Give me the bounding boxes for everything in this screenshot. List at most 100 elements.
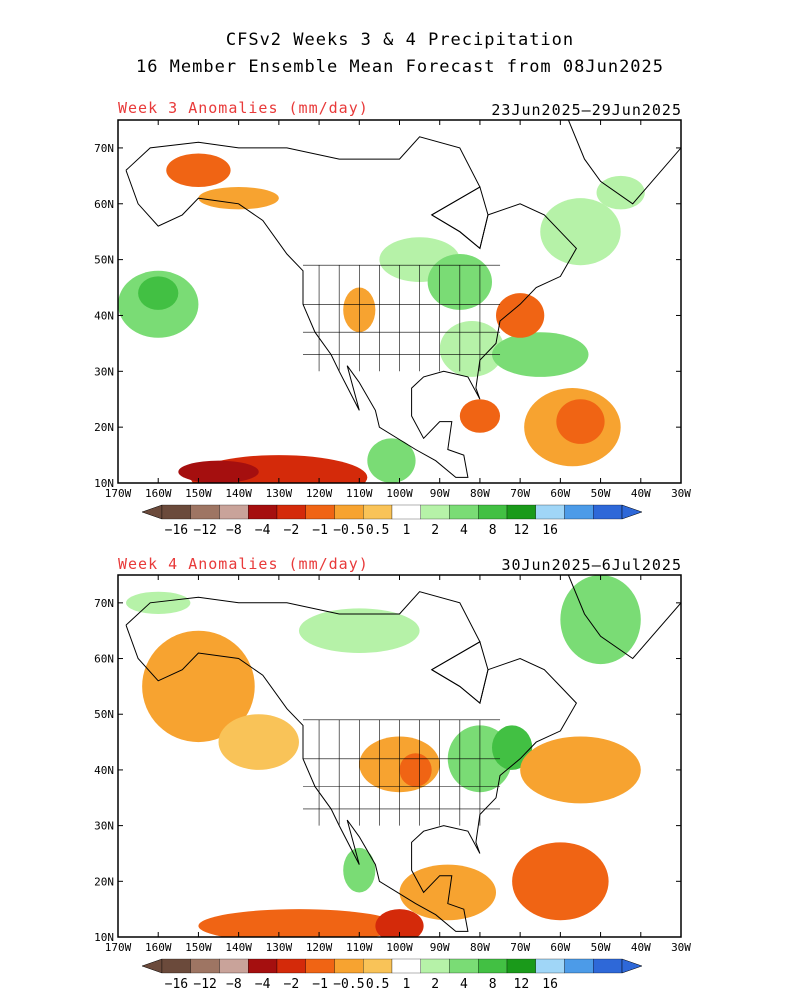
anomaly-region bbox=[439, 321, 505, 377]
lat-tick-label: 10N bbox=[94, 477, 114, 490]
colorbar-label: −16 bbox=[165, 977, 188, 992]
lon-tick-label: 60W bbox=[550, 941, 570, 954]
lat-tick-label: 10N bbox=[94, 931, 114, 944]
map-panel-1: 170W 160W 150W 140W 130W 120W 110W 100W 90W 80W 70… bbox=[94, 119, 691, 500]
colorbar-swatch bbox=[535, 504, 565, 520]
colorbar-label: −4 bbox=[255, 523, 271, 538]
colorbar-swatch bbox=[506, 958, 536, 974]
anomaly-region bbox=[556, 399, 605, 444]
lon-tick-label: 130W bbox=[266, 487, 293, 500]
lat-tick-label: 30N bbox=[94, 365, 114, 378]
anomaly-region bbox=[198, 187, 279, 210]
anomaly-region bbox=[126, 591, 191, 614]
colorbar-swatch bbox=[478, 504, 508, 520]
hudson-bay bbox=[431, 641, 489, 704]
lat-tick-label: 50N bbox=[94, 708, 114, 721]
panel2-date-range: 30Jun2025–6Jul2025 bbox=[501, 556, 682, 574]
panel1-anomaly-label: Week 3 Anomalies (mm/day) bbox=[118, 99, 369, 117]
colorbar-label: 12 bbox=[514, 523, 530, 538]
colorbar-swatch bbox=[190, 958, 220, 974]
anomaly-region bbox=[198, 909, 400, 937]
colorbar-swatch bbox=[449, 958, 479, 974]
anomaly-region bbox=[491, 332, 589, 377]
colorbar-swatch bbox=[305, 958, 335, 974]
colorbar-label: −4 bbox=[255, 977, 271, 992]
colorbar-swatch bbox=[391, 504, 421, 520]
lon-tick-label: 170W bbox=[105, 941, 132, 954]
colorbar-label: 0.5 bbox=[366, 523, 389, 538]
colorbar-swatch bbox=[535, 958, 565, 974]
colorbar-label: −12 bbox=[193, 977, 216, 992]
colorbar-swatch bbox=[276, 958, 306, 974]
colorbar-label: −1 bbox=[312, 523, 328, 538]
colorbar-label: 4 bbox=[460, 977, 468, 992]
colorbar-swatch bbox=[334, 958, 364, 974]
lon-tick-label: 140W bbox=[225, 941, 252, 954]
colorbar-swatch bbox=[219, 958, 249, 974]
anomaly-region bbox=[375, 909, 424, 937]
colorbar-label: 1 bbox=[402, 977, 410, 992]
colorbar-label: 2 bbox=[431, 977, 439, 992]
anomaly-region bbox=[491, 725, 533, 770]
colorbar-label: −8 bbox=[226, 523, 242, 538]
lon-tick-label: 170W bbox=[105, 487, 132, 500]
colorbar-2: −16 −12 −8 −4 −2 −1 −0.5 0.5 1 2 4 8 12 16 bbox=[141, 958, 643, 992]
lat-tick-label: 20N bbox=[94, 875, 114, 888]
anomaly-region bbox=[399, 753, 432, 787]
anomaly-region bbox=[512, 842, 609, 921]
panel2-anomaly-label: Week 4 Anomalies (mm/day) bbox=[118, 555, 369, 573]
lon-tick-label: 120W bbox=[306, 487, 333, 500]
colorbar-swatch bbox=[363, 504, 393, 520]
colorbar-label: 2 bbox=[431, 523, 439, 538]
anomaly-region bbox=[138, 276, 179, 310]
anomaly-region bbox=[298, 608, 420, 653]
colorbar-swatch bbox=[219, 504, 249, 520]
colorbar-swatch bbox=[449, 504, 479, 520]
colorbar-label: 8 bbox=[489, 523, 497, 538]
colorbar-swatch bbox=[334, 504, 364, 520]
colorbar-label: 16 bbox=[542, 523, 558, 538]
anomaly-region bbox=[496, 293, 545, 338]
anomaly-region bbox=[142, 630, 255, 743]
colorbar-label: −12 bbox=[193, 523, 216, 538]
map-panel-2: 170W 160W 150W 140W 130W 120W 110W 100W 90W 80W 70… bbox=[94, 574, 691, 954]
lon-tick-label: 150W bbox=[185, 941, 212, 954]
panel1-date-range: 23Jun2025–29Jun2025 bbox=[491, 101, 682, 119]
lon-tick-label: 150W bbox=[185, 487, 212, 500]
colorbar-swatch bbox=[161, 958, 191, 974]
lon-tick-label: 40W bbox=[631, 487, 651, 500]
lat-tick-label: 20N bbox=[94, 421, 114, 434]
anomaly-region bbox=[459, 399, 501, 433]
anomaly-region bbox=[596, 175, 645, 210]
colorbar-swatch bbox=[276, 504, 306, 520]
colorbar-swatch bbox=[420, 504, 450, 520]
colorbar-label: −0.5 bbox=[333, 977, 364, 992]
anomaly-region bbox=[399, 864, 497, 921]
lat-tick-label: 60N bbox=[94, 653, 114, 666]
colorbar-label: 16 bbox=[542, 977, 558, 992]
colorbar-label: −2 bbox=[284, 523, 300, 538]
lon-tick-label: 70W bbox=[510, 487, 530, 500]
lon-tick-label: 110W bbox=[346, 487, 373, 500]
lon-tick-label: 100W bbox=[386, 941, 413, 954]
anomaly-region bbox=[178, 460, 259, 483]
anomaly-region bbox=[520, 736, 641, 804]
colorbar-swatch bbox=[593, 958, 623, 974]
colorbar-label: −1 bbox=[312, 977, 328, 992]
colorbar-swatch bbox=[161, 504, 191, 520]
lat-tick-label: 40N bbox=[94, 764, 114, 777]
lon-tick-label: 90W bbox=[430, 941, 450, 954]
anomaly-region bbox=[367, 438, 416, 483]
colorbar-swatch bbox=[593, 504, 623, 520]
lat-tick-label: 50N bbox=[94, 254, 114, 267]
colorbar-swatch bbox=[564, 504, 594, 520]
greenland-coastline bbox=[566, 575, 681, 660]
lon-tick-label: 160W bbox=[145, 941, 172, 954]
anomaly-region bbox=[343, 847, 376, 893]
lat-tick-label: 30N bbox=[94, 820, 114, 833]
lat-tick-label: 40N bbox=[94, 309, 114, 322]
colorbar-label: −0.5 bbox=[333, 523, 364, 538]
lat-tick-label: 70N bbox=[94, 142, 114, 155]
colorbar-label: −2 bbox=[284, 977, 300, 992]
